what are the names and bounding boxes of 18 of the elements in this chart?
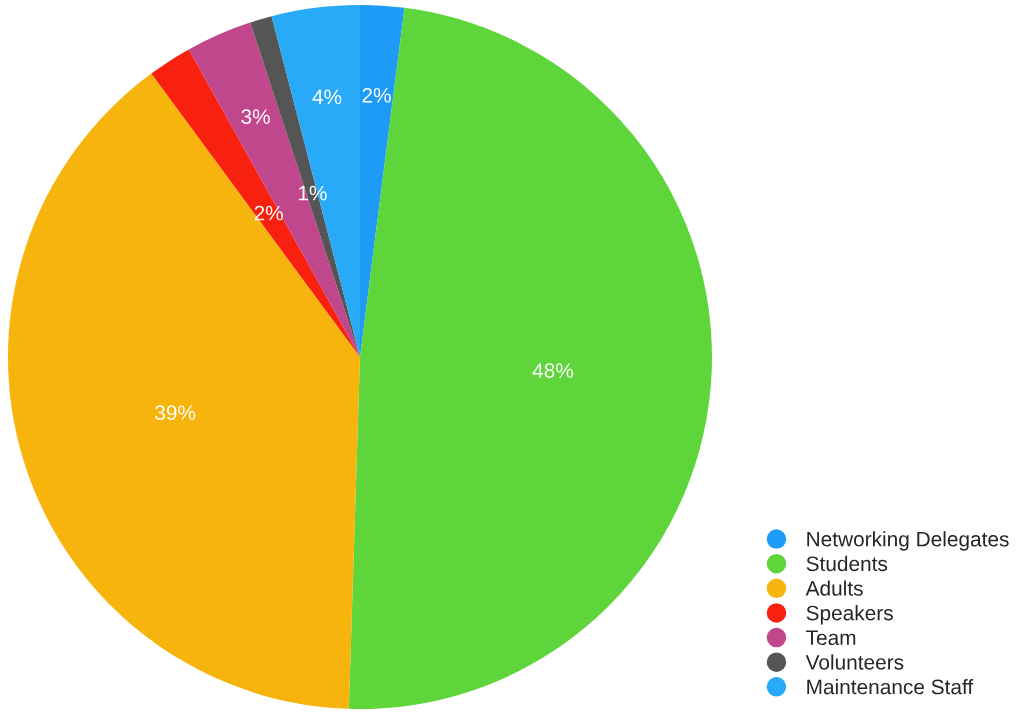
data-label: 2% — [254, 205, 283, 221]
data-label: 1% — [298, 185, 327, 201]
legend-label: Adults — [805, 580, 863, 596]
legend-label: Students — [806, 555, 888, 572]
pie-slice — [348, 7, 712, 709]
legend-label: Team — [806, 630, 856, 646]
data-label: 4% — [312, 89, 342, 105]
legend-label: Networking Delegates — [807, 531, 1009, 551]
data-label: 3% — [241, 109, 270, 124]
data-label: 2% — [362, 87, 391, 103]
legend-label: Speakers — [806, 605, 893, 625]
legend-label: Maintenance Staff — [807, 679, 974, 695]
pie-slice — [151, 49, 360, 357]
data-label: 39% — [155, 405, 196, 421]
data-label: 48% — [532, 363, 574, 378]
pie-slice — [8, 73, 360, 709]
legend-label: Volunteers — [805, 654, 904, 670]
pie-slice — [188, 22, 360, 357]
